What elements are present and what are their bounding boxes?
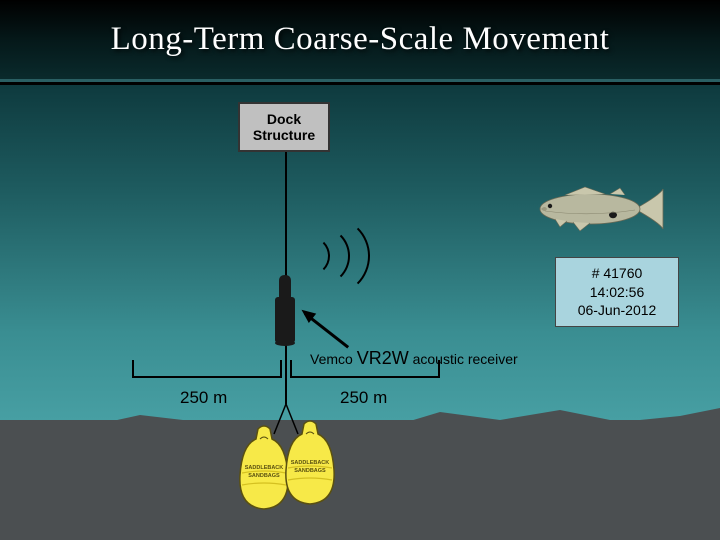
svg-text:SADDLEBACK: SADDLEBACK <box>245 465 284 471</box>
detection-date: 06-Jun-2012 <box>578 301 657 320</box>
distance-right: 250 m <box>340 388 387 408</box>
dock-structure-box: Dock Structure <box>238 102 330 152</box>
seafloor <box>0 420 720 540</box>
svg-text:SANDBAGS: SANDBAGS <box>294 468 326 474</box>
slide-title: Long-Term Coarse-Scale Movement <box>111 21 610 58</box>
detection-id: # 41760 <box>592 264 643 283</box>
distance-left: 250 m <box>180 388 227 408</box>
detection-time: 14:02:56 <box>590 283 645 302</box>
range-bracket-left <box>132 360 282 378</box>
fish-icon <box>535 185 665 233</box>
svg-text:SADDLEBACK: SADDLEBACK <box>291 460 330 466</box>
slide-root: Long-Term Coarse-Scale Movement Dock Str… <box>0 0 720 540</box>
signal-arc-3 <box>290 216 370 296</box>
range-bracket-right <box>290 360 440 378</box>
dock-label-2: Structure <box>253 127 315 143</box>
svg-text:SANDBAGS: SANDBAGS <box>248 473 280 479</box>
sandbag-right-icon: SADDLEBACK SANDBAGS <box>282 420 338 508</box>
acoustic-receiver-icon <box>272 275 298 347</box>
title-bar: Long-Term Coarse-Scale Movement <box>0 0 720 82</box>
dock-label-1: Dock <box>267 111 301 127</box>
detection-data-box: # 41760 14:02:56 06-Jun-2012 <box>555 257 679 327</box>
